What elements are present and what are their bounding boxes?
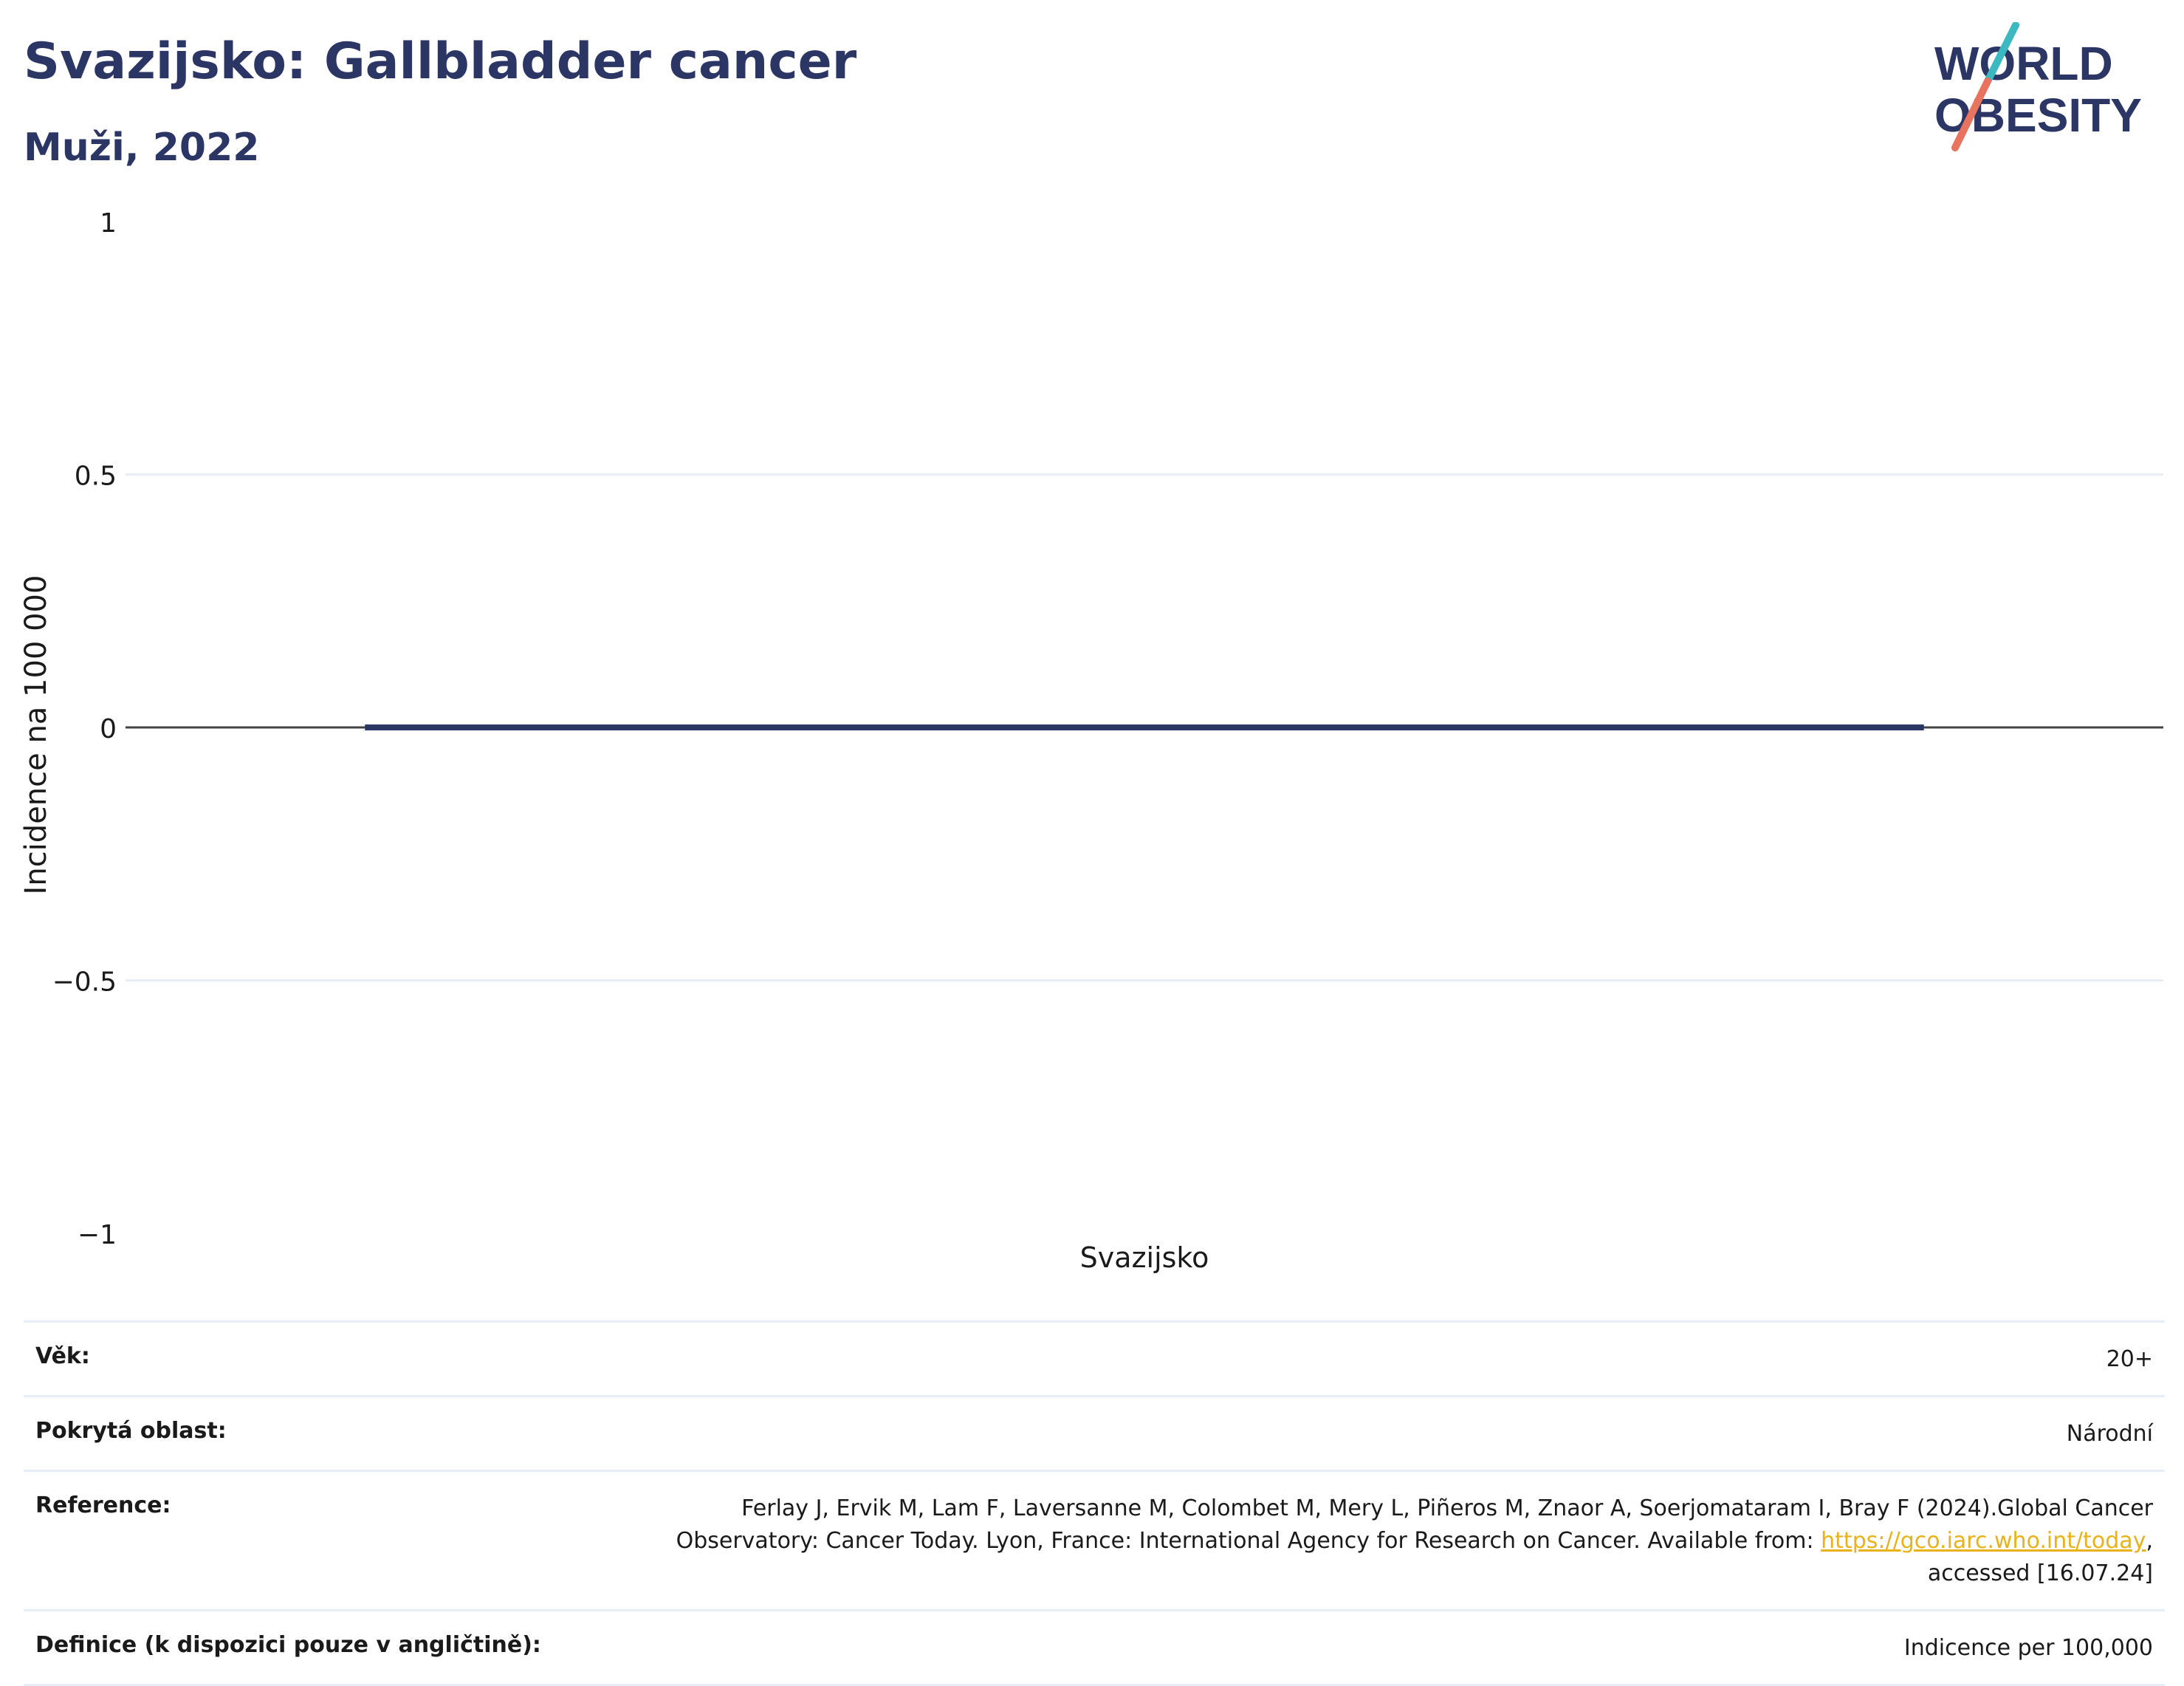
y-tick-labels: 1 0.5 0 −0.5 −1 [52,208,117,1250]
info-label-definition: Definice (k dispozici pouze v angličtině… [35,1632,541,1658]
x-tick-labels: Svazijsko [1080,1241,1209,1274]
info-row-age: Věk: 20+ [24,1320,2165,1395]
info-row-reference: Reference: Ferlay J, Ervik M, Lam F, Lav… [24,1470,2165,1609]
info-row-definition: Definice (k dispozici pouze v angličtině… [24,1609,2165,1686]
reference-text-end: , accessed [16.07.24] [1927,1528,2153,1586]
info-table: Věk: 20+ Pokrytá oblast: Národní Referen… [24,1320,2165,1686]
info-label-reference: Reference: [35,1493,171,1518]
y-tick-label: 0 [100,714,117,744]
info-value-definition: Indicence per 100,000 [1903,1635,2153,1661]
y-tick-label: −0.5 [52,967,117,998]
y-tick-label: 1 [100,208,117,239]
info-label-age: Věk: [35,1343,90,1369]
y-axis-label: Incidence na 100 000 [19,575,53,895]
world-obesity-logo: WORLD OBESITY [1934,22,2142,151]
info-label-coverage: Pokrytá oblast: [35,1418,227,1444]
reference-link[interactable]: https://gco.iarc.who.int/today [1821,1528,2146,1554]
reference-text: Ferlay J, Ervik M, Lam F, Laversanne M, … [676,1495,2153,1554]
logo-text-world: WORLD [1934,37,2113,90]
bar[interactable] [365,724,1924,730]
logo-slash-bottom [1951,78,1991,151]
info-row-coverage: Pokrytá oblast: Národní [24,1395,2165,1470]
x-tick-label: Svazijsko [1080,1241,1209,1274]
info-value-reference: Ferlay J, Ervik M, Lam F, Laversanne M, … [632,1493,2153,1590]
y-tick-label: −1 [78,1220,117,1250]
info-value-age: 20+ [2106,1346,2153,1372]
bar-chart: 1 0.5 0 −0.5 −1 Svazijsko Incidence na 100 0… [19,208,2163,1274]
page-title: Svazijsko: Gallbladder cancer [24,32,857,91]
logo-slash-top [1984,22,2019,85]
bars [365,724,1924,730]
page-subtitle: Muži, 2022 [24,126,260,170]
y-tick-label: 0.5 [75,462,117,492]
info-value-coverage: Národní [2066,1421,2153,1447]
